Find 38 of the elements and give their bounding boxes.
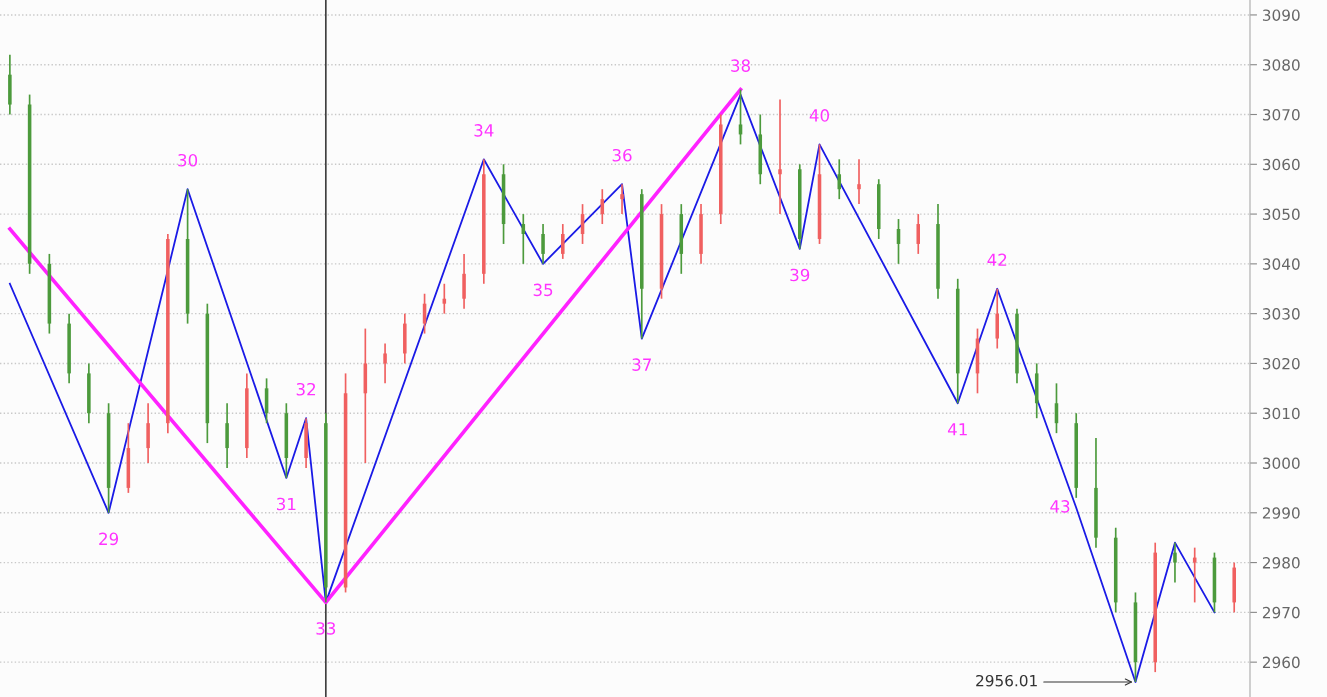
annotation: 39 [790,268,810,282]
candlestick [620,183,624,215]
candlestick [916,213,921,255]
y-tick-label: 3020 [1262,357,1300,370]
y-tick-label: 2960 [1262,656,1300,669]
annotation: 38 [731,59,750,72]
data-label: 2956.01 [976,674,1037,687]
annotation: 42 [987,253,1007,266]
candlestick [837,158,842,200]
y-tick-label: 3040 [1262,258,1300,270]
annotation: 31 [277,497,296,511]
y-tick-label: 3030 [1262,308,1300,320]
y-tick-label: 3060 [1262,158,1300,171]
candlestick [383,342,387,385]
annotation: 41 [947,423,967,436]
y-tick-label: 3090 [1262,9,1300,21]
y-tick-label: 2970 [1262,606,1300,619]
annotation: 34 [474,124,494,137]
annotation: 43 [1050,500,1070,513]
annotation: 35 [533,283,553,297]
y-tick-label: 3050 [1262,208,1300,221]
candlestick [541,223,545,265]
annotation: 32 [296,382,316,396]
annotation: 36 [612,148,632,162]
y-tick-label: 3070 [1262,108,1300,121]
candlestick [857,158,861,205]
annotation: 30 [178,153,198,167]
y-tick-label: 2980 [1262,557,1300,569]
annotation: 40 [809,109,830,122]
annotation: 29 [99,532,119,546]
annotation: 37 [632,358,651,371]
y-tick-label: 3000 [1262,457,1300,470]
y-tick-label: 2990 [1262,507,1300,519]
candlestick [778,98,782,215]
y-tick-label: 3010 [1262,407,1300,420]
candlestick [1173,541,1177,584]
candlestick [561,223,565,260]
y-tick-label: 3080 [1262,59,1300,71]
